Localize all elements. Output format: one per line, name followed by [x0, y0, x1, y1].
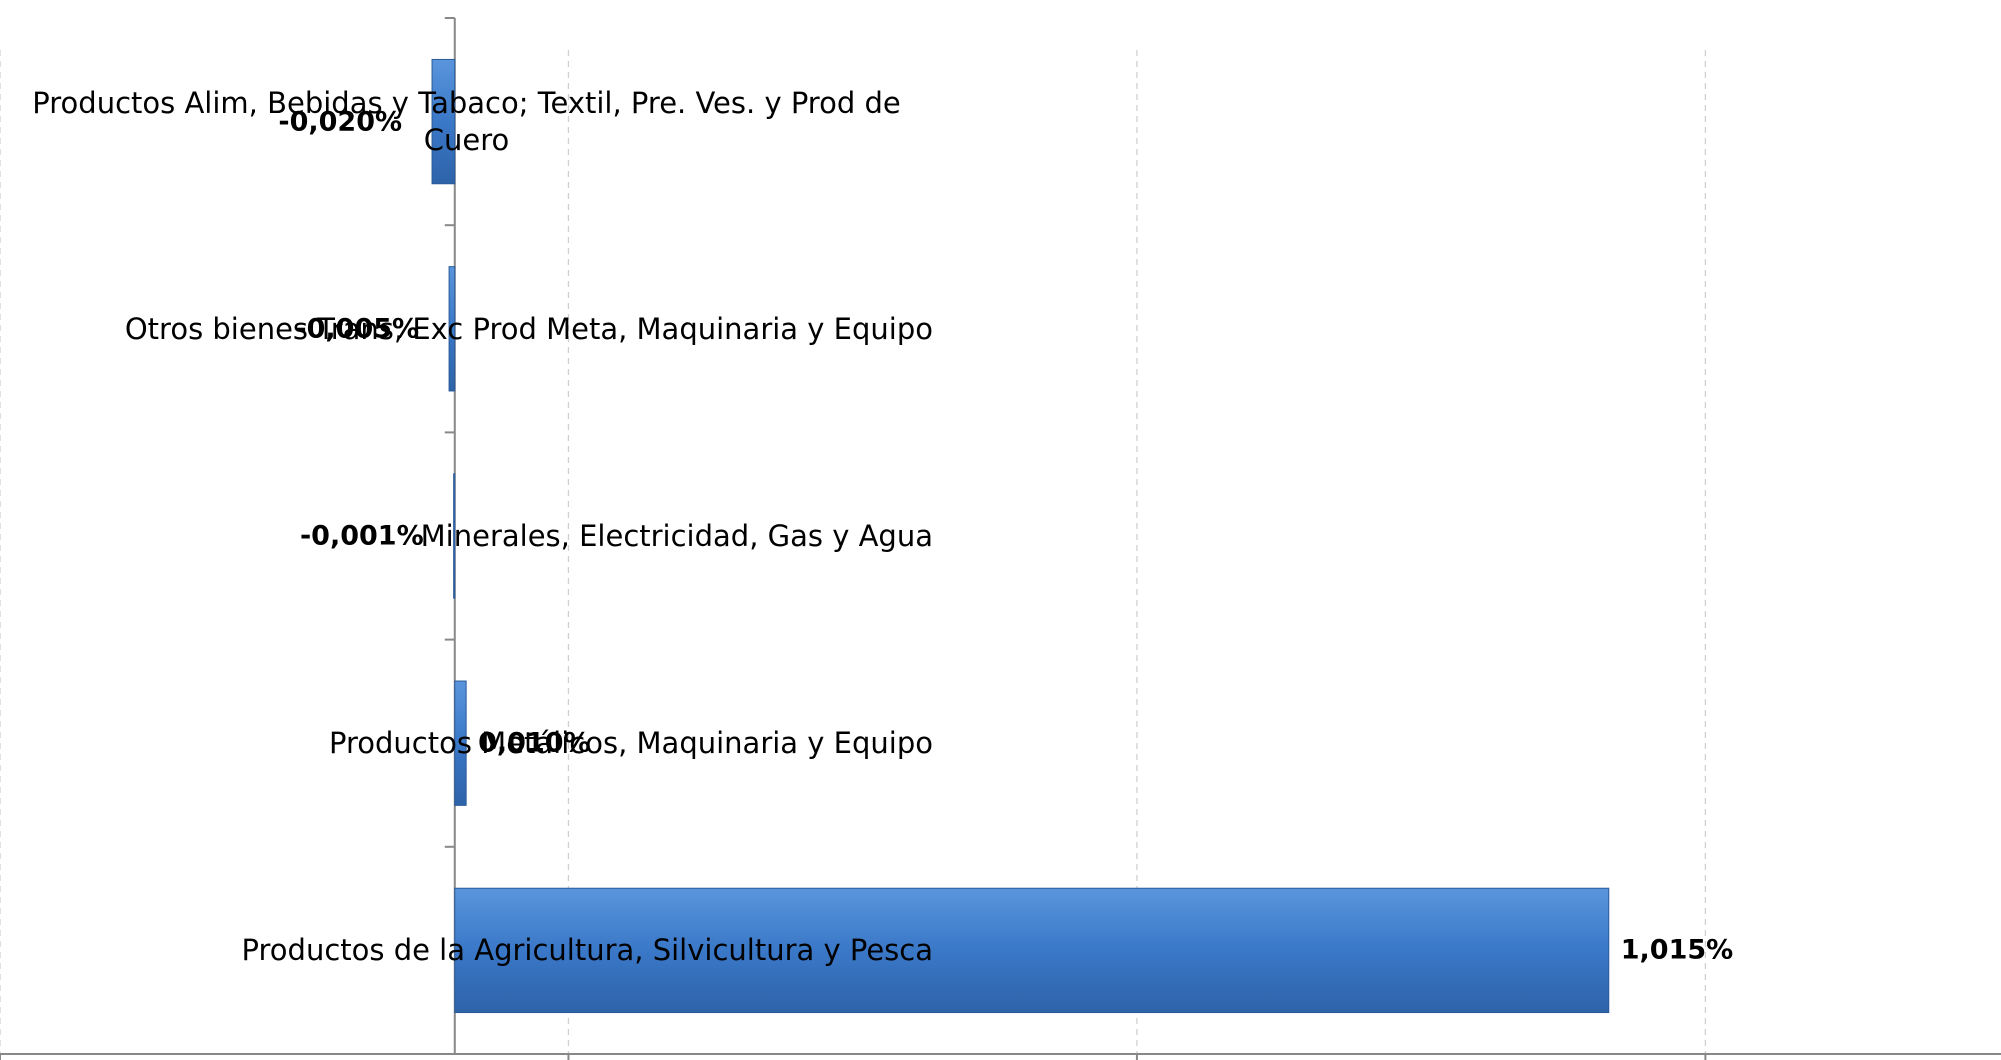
category-label: Productos de la Agricultura, Silvicultur…	[242, 890, 933, 1010]
value-label-text: -0,001%	[299, 520, 424, 552]
value-label-text: 1,015%	[1620, 934, 1734, 966]
bar	[453, 473, 456, 599]
category-label: Productos Metálicos, Maquinaria y Equipo	[329, 683, 933, 803]
bar	[448, 266, 456, 392]
category-label-text: Otros bienes Trans, Exc Prod Meta, Maqui…	[124, 311, 933, 346]
category-label: Otros bienes Trans, Exc Prod Meta, Maqui…	[125, 269, 933, 389]
bar	[431, 58, 456, 185]
value-label: -0,005%	[295, 313, 419, 344]
category-label-text: Productos de la Agricultura, Silvicultur…	[241, 933, 933, 968]
value-label: -0,001%	[300, 521, 424, 552]
category-label: Productos Alim, Bebidas y Tabaco; Textil…	[0, 62, 933, 182]
bar	[454, 680, 467, 806]
category-label: Minerales, Electricidad, Gas y Agua	[421, 476, 933, 596]
bar	[454, 887, 1610, 1014]
value-label-text: -0,005%	[295, 313, 420, 345]
category-label-text: Productos Metálicos, Maquinaria y Equipo	[329, 726, 933, 761]
value-label-text: 0,010%	[478, 727, 591, 759]
value-label: -0,020%	[278, 106, 402, 137]
value-label: 0,010%	[478, 728, 590, 759]
value-label: 1,015%	[1621, 935, 1733, 966]
category-label-text: Minerales, Electricidad, Gas y Agua	[420, 518, 933, 553]
value-label-text: -0,020%	[278, 106, 403, 138]
category-label-text: Productos Alim, Bebidas y Tabaco; Textil…	[32, 86, 901, 157]
